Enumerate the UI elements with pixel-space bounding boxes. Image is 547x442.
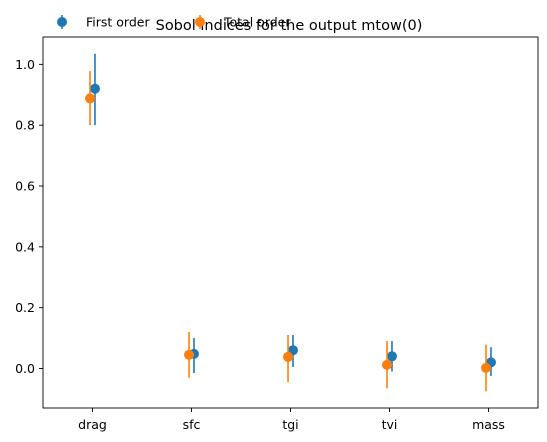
y-tick-label: 0.0 (15, 361, 35, 376)
x-tick-label: sfc (183, 417, 201, 432)
data-point (382, 359, 393, 370)
y-tick-label: 0.8 (15, 118, 35, 133)
legend-point-marker (195, 17, 205, 27)
x-tick-label: tgi (282, 417, 298, 432)
y-tick-label: 0.6 (15, 179, 35, 194)
y-tick-label: 0.4 (15, 239, 35, 254)
x-axis: drag sfc tgi tvi mass (78, 408, 505, 432)
y-axis: 0.0 0.2 0.4 0.6 0.8 1.0 (15, 57, 43, 376)
x-tick-label: tvi (382, 417, 398, 432)
data-point (85, 93, 96, 104)
data-point (481, 362, 492, 373)
legend-entry: Total order (195, 15, 291, 30)
legend-entry: First order (57, 15, 150, 30)
series-total-order (85, 71, 492, 392)
y-tick-label: 1.0 (15, 57, 35, 72)
x-tick-label: drag (78, 417, 107, 432)
plot-area (85, 53, 496, 392)
legend: First order Total order (57, 15, 291, 30)
data-point (386, 351, 397, 362)
legend-label: Total order (223, 15, 291, 30)
y-tick-label: 0.2 (15, 300, 35, 315)
chart-title: Sobol indices for the output mtow(0) (156, 18, 423, 34)
data-point (283, 351, 294, 362)
data-point (184, 349, 195, 360)
legend-label: First order (86, 15, 150, 30)
legend-point-marker (57, 17, 67, 27)
data-point (89, 83, 100, 94)
series-first-order (89, 53, 496, 377)
x-tick-label: mass (472, 417, 505, 432)
